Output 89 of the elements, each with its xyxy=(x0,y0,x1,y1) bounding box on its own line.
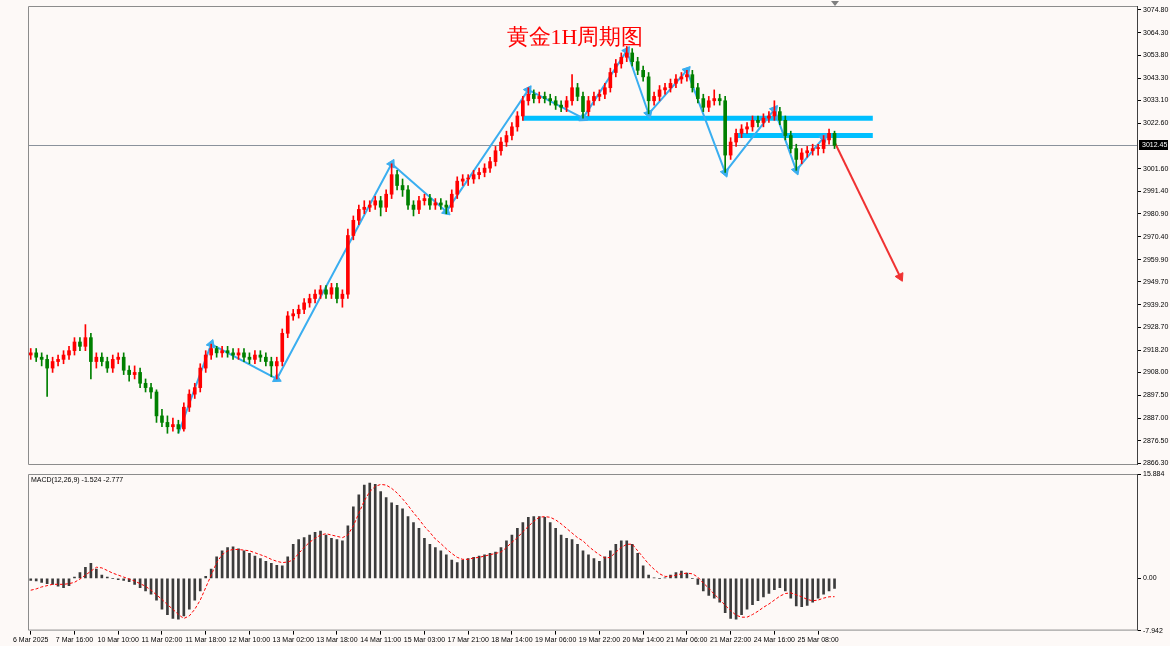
bar xyxy=(833,578,836,589)
bar xyxy=(740,578,743,615)
bar xyxy=(822,578,825,595)
bar xyxy=(805,578,809,606)
bar xyxy=(537,516,541,579)
bar xyxy=(270,562,273,579)
bar xyxy=(193,578,197,601)
bar xyxy=(625,540,629,579)
line-series xyxy=(30,483,836,619)
bar xyxy=(308,534,311,579)
bar xyxy=(100,574,104,579)
bar xyxy=(29,578,33,581)
bar xyxy=(461,559,465,579)
bar xyxy=(565,537,568,579)
bar xyxy=(291,543,295,579)
bar xyxy=(614,543,618,579)
bar xyxy=(187,578,191,610)
bar xyxy=(198,578,202,592)
bar xyxy=(712,578,716,599)
bar xyxy=(390,502,393,579)
bar xyxy=(177,578,180,620)
bar xyxy=(543,516,547,579)
bar xyxy=(516,528,519,579)
bar xyxy=(434,547,437,579)
bar xyxy=(783,578,787,592)
bar xyxy=(789,578,793,599)
bar xyxy=(40,578,43,583)
bar xyxy=(630,543,634,579)
bar xyxy=(455,562,459,579)
bar xyxy=(286,556,290,579)
text: 黄金1H周期图 xyxy=(506,24,644,49)
bar xyxy=(466,558,470,579)
bar xyxy=(505,540,508,579)
bar xyxy=(373,484,377,579)
bar xyxy=(494,551,497,579)
bar xyxy=(144,578,147,592)
bar xyxy=(423,537,426,579)
bar xyxy=(379,491,383,579)
bar xyxy=(297,539,300,579)
bar xyxy=(341,540,344,579)
bar xyxy=(472,557,475,579)
bar xyxy=(155,578,158,601)
bar xyxy=(773,578,776,590)
bar xyxy=(598,560,601,579)
bar xyxy=(362,484,366,579)
bar xyxy=(450,559,454,579)
bar xyxy=(248,553,251,579)
bar xyxy=(800,578,804,607)
bar xyxy=(526,516,530,579)
bar xyxy=(576,543,579,579)
bar xyxy=(319,530,322,579)
bar xyxy=(554,528,557,579)
bar xyxy=(237,548,240,579)
bar xyxy=(204,576,208,579)
bar xyxy=(548,522,552,579)
bar xyxy=(226,547,229,579)
bar xyxy=(696,578,700,585)
bar xyxy=(619,540,623,579)
bar xyxy=(166,578,169,615)
bar xyxy=(636,553,640,579)
bar xyxy=(352,506,355,579)
bar xyxy=(401,508,404,579)
bar xyxy=(62,578,65,588)
bar xyxy=(259,558,262,579)
bar xyxy=(483,554,486,579)
bar xyxy=(215,556,218,579)
bar xyxy=(357,494,361,579)
bar xyxy=(95,568,98,579)
bar xyxy=(729,578,732,619)
bar xyxy=(330,537,333,579)
bar xyxy=(762,578,765,598)
bar xyxy=(609,550,612,579)
bar xyxy=(368,482,372,579)
bar xyxy=(707,578,711,596)
bar xyxy=(794,578,798,607)
bar xyxy=(647,574,650,579)
bar xyxy=(280,565,284,579)
bar xyxy=(84,566,87,579)
bar xyxy=(811,578,814,603)
bar xyxy=(587,554,590,579)
bar xyxy=(412,522,415,579)
bar xyxy=(532,516,536,579)
bar xyxy=(275,564,279,579)
bar xyxy=(751,578,754,606)
bar xyxy=(444,554,448,579)
point xyxy=(643,109,653,120)
bar xyxy=(122,578,126,581)
bar xyxy=(718,578,722,603)
bar xyxy=(51,578,54,585)
